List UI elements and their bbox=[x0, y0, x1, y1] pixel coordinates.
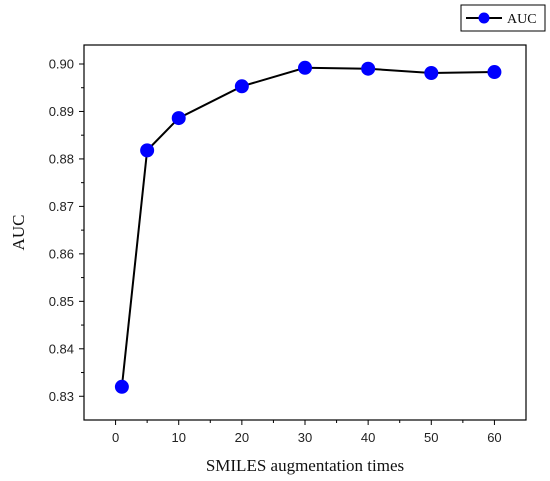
x-tick-label: 0 bbox=[112, 430, 119, 445]
data-point bbox=[487, 65, 502, 80]
plot-frame bbox=[83, 44, 527, 421]
x-axis: 0 10 20 30 40 50 60 bbox=[112, 420, 502, 445]
legend-label: AUC bbox=[507, 12, 537, 27]
x-tick-label: 50 bbox=[424, 430, 438, 445]
y-tick-label: 0.89 bbox=[49, 104, 74, 119]
x-tick-label: 20 bbox=[235, 430, 249, 445]
series-layer bbox=[114, 60, 502, 394]
data-point bbox=[361, 61, 376, 76]
legend-marker bbox=[478, 12, 490, 24]
y-tick-label: 0.85 bbox=[49, 294, 74, 309]
y-tick-label: 0.83 bbox=[49, 389, 74, 404]
x-tick-label: 30 bbox=[298, 430, 312, 445]
legend: AUC bbox=[460, 4, 546, 32]
y-axis-title: AUC bbox=[9, 215, 28, 251]
x-tick-label: 10 bbox=[171, 430, 185, 445]
y-tick-label: 0.84 bbox=[49, 341, 74, 356]
series-line bbox=[120, 66, 495, 387]
y-tick-label: 0.90 bbox=[49, 56, 74, 71]
data-point bbox=[424, 66, 439, 81]
x-tick-label: 60 bbox=[487, 430, 501, 445]
y-tick-label: 0.88 bbox=[49, 151, 74, 166]
x-axis-title: SMILES augmentation times bbox=[206, 456, 404, 475]
data-point bbox=[140, 143, 155, 158]
data-point bbox=[114, 379, 129, 394]
y-tick-label: 0.86 bbox=[49, 246, 74, 261]
data-point bbox=[234, 79, 249, 94]
y-tick-label: 0.87 bbox=[49, 199, 74, 214]
data-point bbox=[298, 60, 312, 75]
data-point bbox=[171, 111, 186, 126]
x-tick-label: 40 bbox=[361, 430, 375, 445]
y-axis: 0.83 0.84 0.85 0.86 0.87 0.88 0.89 0.90 bbox=[49, 56, 84, 404]
